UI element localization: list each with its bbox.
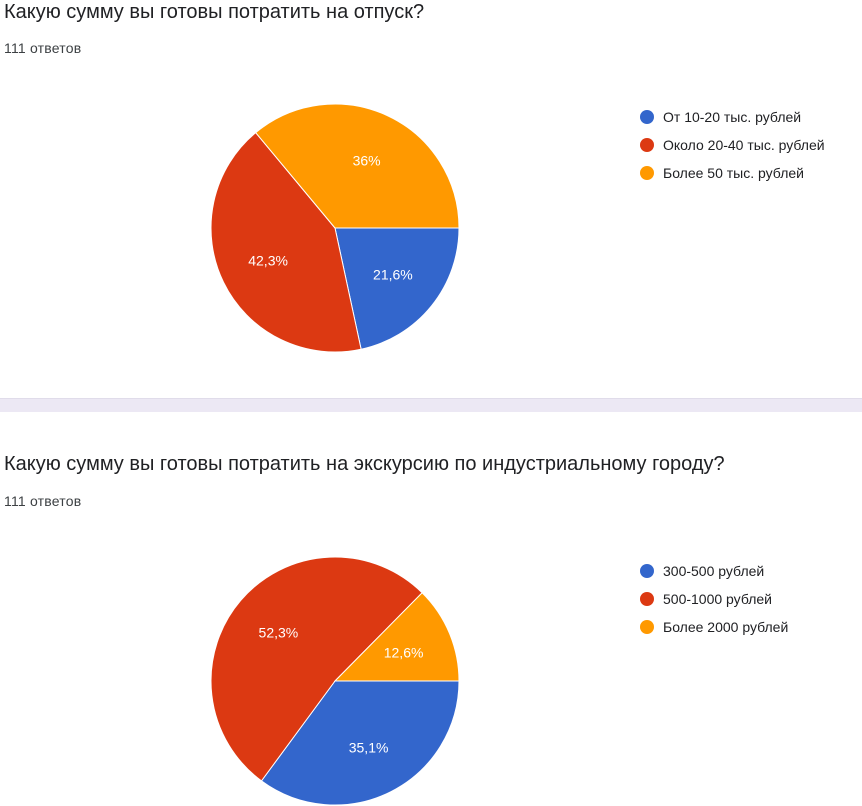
legend-swatch — [640, 564, 654, 578]
pie-chart-excursion: 35,1% 52,3% 12,6% — [210, 556, 460, 806]
legend-item: От 10-20 тыс. рублей — [640, 103, 825, 131]
slice-label: 42,3% — [248, 253, 288, 269]
legend-label: Более 50 тыс. рублей — [663, 165, 804, 181]
legend-swatch — [640, 166, 654, 180]
response-count: 111 ответов — [4, 40, 82, 56]
legend-item: Более 50 тыс. рублей — [640, 159, 825, 187]
legend-item: Около 20-40 тыс. рублей — [640, 131, 825, 159]
slice-label: 36% — [353, 153, 381, 169]
legend-label: Около 20-40 тыс. рублей — [663, 137, 825, 153]
slice-label: 12,6% — [384, 644, 424, 660]
chart-legend: 300-500 рублей 500-1000 рублей Более 200… — [640, 557, 788, 641]
question-title: Какую сумму вы готовы потратить на экску… — [4, 453, 725, 475]
pie-slice — [333, 592, 460, 682]
pie-slice — [255, 103, 460, 229]
legend-label: Более 2000 рублей — [663, 619, 789, 635]
question-title: Какую сумму вы готовы потратить на отпус… — [4, 1, 425, 23]
legend-item: 300-500 рублей — [640, 557, 788, 585]
card-divider — [0, 398, 862, 413]
question-card-excursion: Какую сумму вы готовы потратить на экску… — [0, 412, 862, 806]
pie-chart-vacation: 21,6% 42,3% 36% — [210, 103, 460, 353]
legend-item: Более 2000 рублей — [640, 613, 788, 641]
pie-slice — [210, 131, 362, 353]
legend-swatch — [640, 110, 654, 124]
pie-slice — [210, 556, 423, 782]
slice-label: 35,1% — [349, 739, 389, 755]
legend-label: 300-500 рублей — [663, 563, 765, 579]
legend-label: От 10-20 тыс. рублей — [663, 109, 802, 125]
chart-legend: От 10-20 тыс. рублей Около 20-40 тыс. ру… — [640, 103, 825, 187]
legend-swatch — [640, 620, 654, 634]
response-count: 111 ответов — [4, 493, 82, 509]
pie-slice — [334, 227, 460, 350]
legend-label: 500-1000 рублей — [663, 591, 773, 607]
question-card-vacation: Какую сумму вы готовы потратить на отпус… — [0, 0, 862, 398]
legend-item: 500-1000 рублей — [640, 585, 788, 613]
legend-swatch — [640, 592, 654, 606]
legend-swatch — [640, 138, 654, 152]
slice-label: 21,6% — [373, 267, 413, 283]
slice-label: 52,3% — [259, 625, 299, 641]
